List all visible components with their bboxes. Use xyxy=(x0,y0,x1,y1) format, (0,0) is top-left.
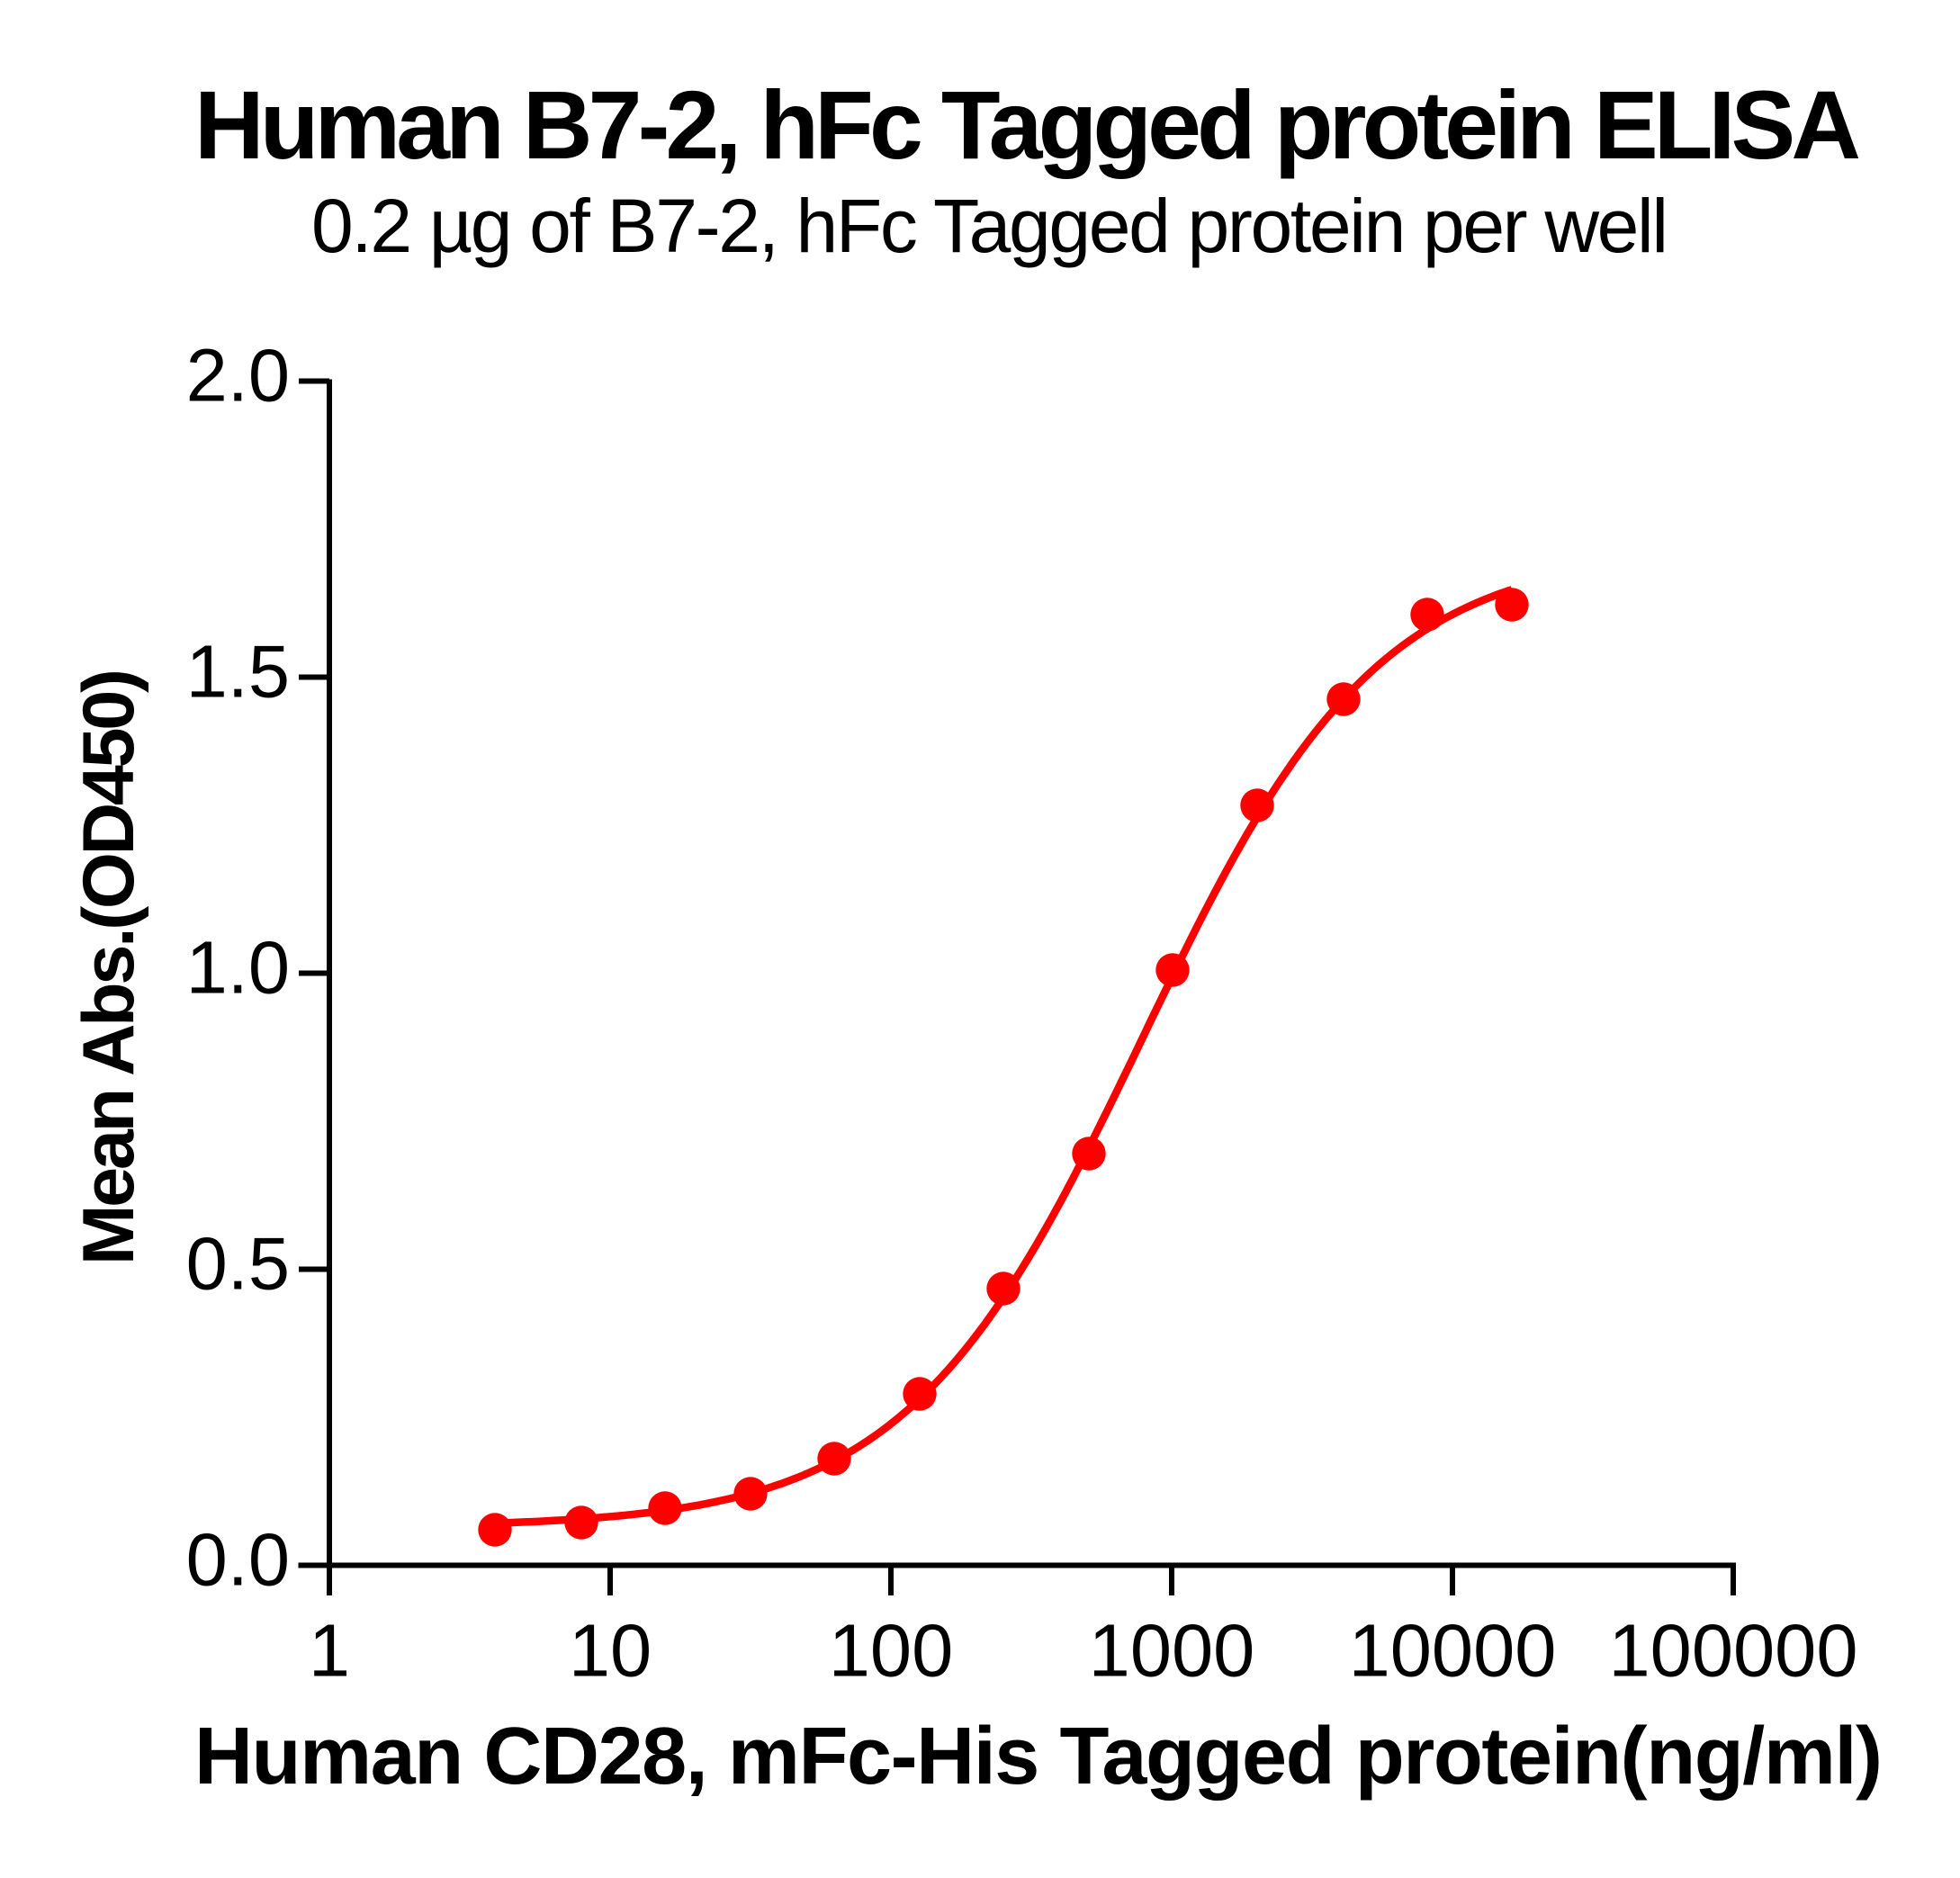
svg-text:2.0: 2.0 xyxy=(186,334,290,418)
svg-text:1.0: 1.0 xyxy=(186,926,290,1010)
svg-text:100000: 100000 xyxy=(1609,1609,1858,1693)
svg-text:10: 10 xyxy=(569,1609,652,1693)
svg-text:1000: 1000 xyxy=(1089,1609,1255,1693)
svg-text:10000: 10000 xyxy=(1349,1609,1557,1693)
svg-text:1: 1 xyxy=(309,1609,350,1693)
svg-text:Human CD28, mFc-His Tagged pro: Human CD28, mFc-His Tagged protein(ng/ml… xyxy=(194,1712,1883,1802)
svg-text:Human B7-2, hFc Tagged protein: Human B7-2, hFc Tagged protein ELISA xyxy=(194,71,1861,179)
svg-text:0.5: 0.5 xyxy=(186,1222,290,1306)
svg-text:Mean Abs.(OD450): Mean Abs.(OD450) xyxy=(68,669,149,1265)
svg-text:100: 100 xyxy=(829,1609,953,1693)
svg-text:0.2 µg of B7-2, hFc Tagged pro: 0.2 µg of B7-2, hFc Tagged protein per w… xyxy=(311,184,1668,268)
svg-text:0.0: 0.0 xyxy=(186,1518,290,1602)
svg-text:1.5: 1.5 xyxy=(186,630,290,714)
